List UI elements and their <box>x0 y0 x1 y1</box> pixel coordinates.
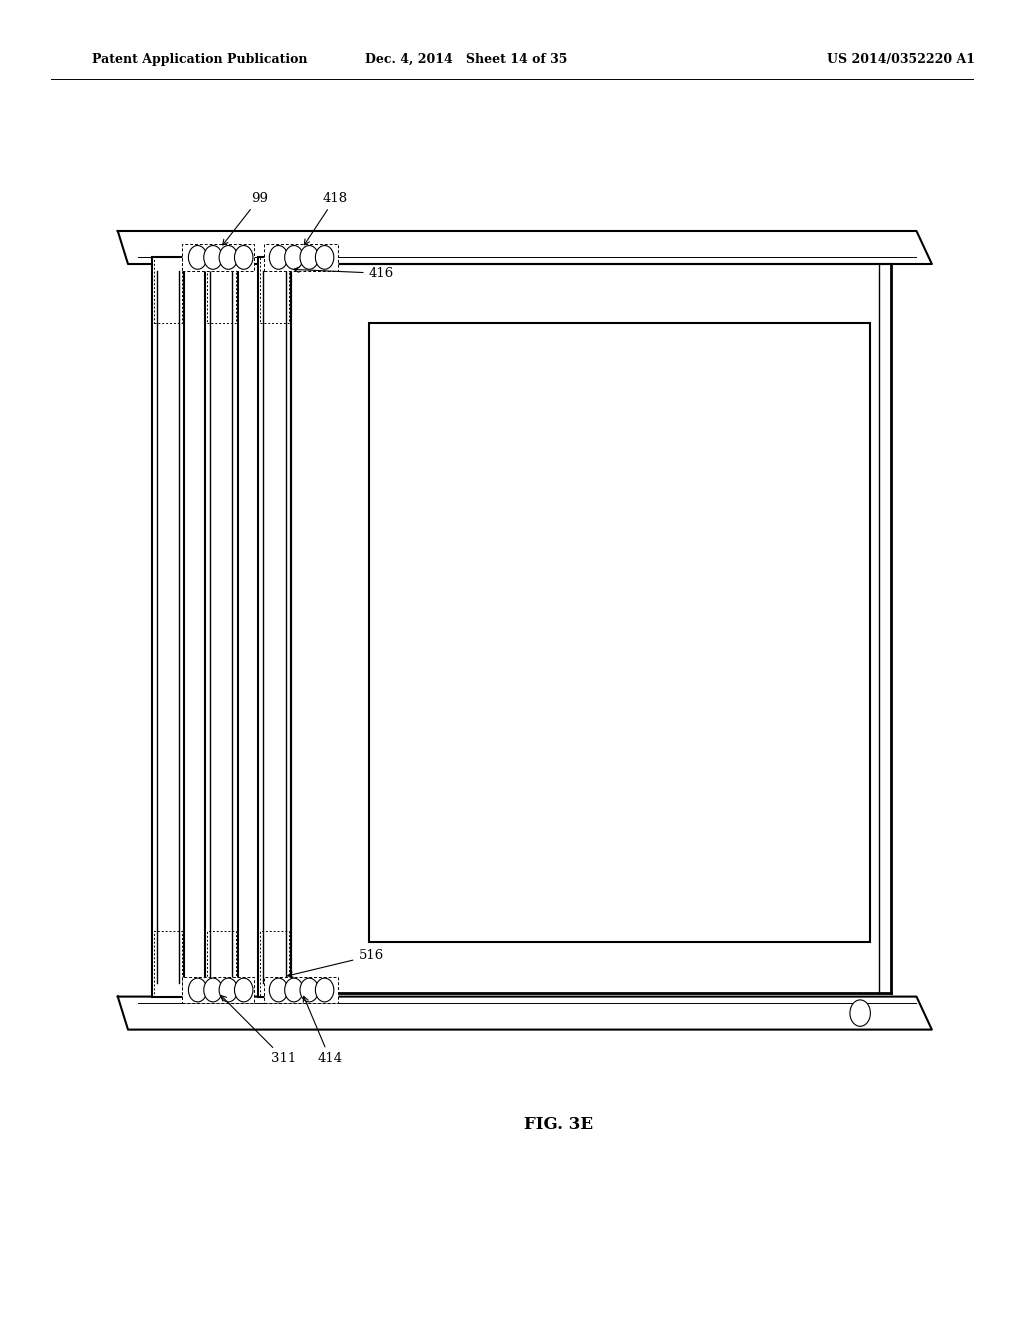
Circle shape <box>219 978 238 1002</box>
Bar <box>182 244 254 271</box>
Bar <box>182 977 254 1003</box>
Circle shape <box>315 978 334 1002</box>
Polygon shape <box>118 231 932 264</box>
Circle shape <box>204 978 222 1002</box>
Bar <box>207 931 236 997</box>
Circle shape <box>188 246 207 269</box>
Polygon shape <box>118 997 932 1030</box>
Text: 414: 414 <box>303 997 343 1065</box>
Text: Patent Application Publication: Patent Application Publication <box>92 53 307 66</box>
Text: 311: 311 <box>221 995 297 1065</box>
Bar <box>264 977 338 1003</box>
Text: 416: 416 <box>294 267 394 280</box>
Circle shape <box>850 1001 870 1027</box>
Circle shape <box>234 246 253 269</box>
Bar <box>369 323 870 942</box>
Bar <box>154 931 182 997</box>
Circle shape <box>204 246 222 269</box>
Circle shape <box>315 246 334 269</box>
Bar <box>260 257 289 323</box>
Text: FIG. 3E: FIG. 3E <box>523 1117 593 1133</box>
Bar <box>207 257 236 323</box>
Text: 418: 418 <box>304 191 348 244</box>
Bar <box>205 257 238 997</box>
Circle shape <box>285 978 303 1002</box>
Circle shape <box>234 978 253 1002</box>
Circle shape <box>188 978 207 1002</box>
Text: US 2014/0352220 A1: US 2014/0352220 A1 <box>827 53 975 66</box>
Circle shape <box>300 978 318 1002</box>
Circle shape <box>285 246 303 269</box>
Circle shape <box>269 978 288 1002</box>
Bar <box>154 257 182 323</box>
Text: 516: 516 <box>288 949 384 977</box>
Bar <box>264 244 338 271</box>
Circle shape <box>269 246 288 269</box>
Text: Dec. 4, 2014   Sheet 14 of 35: Dec. 4, 2014 Sheet 14 of 35 <box>365 53 567 66</box>
Circle shape <box>300 246 318 269</box>
Text: 99: 99 <box>222 191 268 246</box>
Circle shape <box>219 246 238 269</box>
Bar <box>260 931 289 997</box>
Bar <box>258 257 291 997</box>
Bar <box>152 257 184 997</box>
